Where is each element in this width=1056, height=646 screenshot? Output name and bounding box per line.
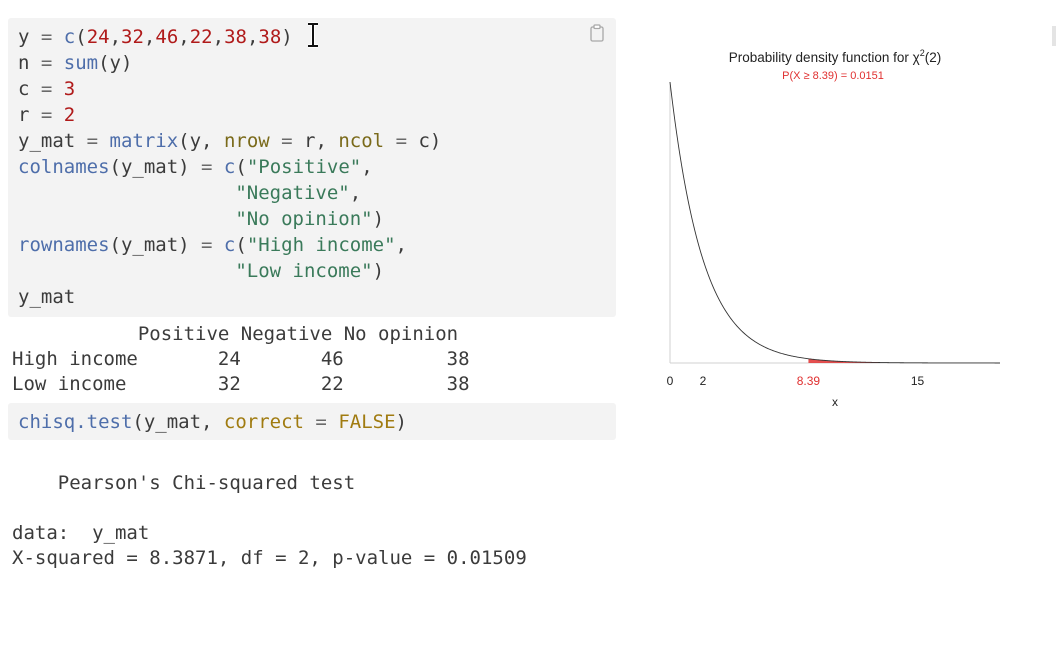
code-token: ,	[349, 182, 362, 204]
x-axis-label: x	[832, 395, 838, 409]
code-token: (y_mat,	[132, 411, 224, 433]
code-token: "No opinion"	[235, 208, 373, 230]
code-token: matrix	[109, 130, 179, 152]
code-token: ,	[109, 26, 122, 48]
code-token: (	[75, 26, 87, 48]
code-token: =	[40, 78, 64, 100]
code-line: y_mat = matrix(y, nrow = r, ncol = c)	[18, 128, 441, 154]
code-token: c	[223, 234, 236, 256]
code-line: colnames(y_mat) = c("Positive",	[18, 154, 373, 180]
code-token: (y_mat)	[109, 234, 202, 256]
code-cell-2[interactable]: chisq.test(y_mat, correct = FALSE)	[8, 403, 616, 440]
output-line: Pearson's Chi-squared test	[12, 472, 356, 494]
code-line: chisq.test(y_mat, correct = FALSE)	[18, 409, 407, 435]
code-line: y_mat	[18, 284, 75, 310]
code-token: sum	[63, 52, 99, 74]
output-line: Positive Negative No opinion	[12, 323, 459, 345]
code-token: =	[201, 156, 224, 178]
code-token: ,	[143, 26, 156, 48]
output-line: data: y_mat	[12, 522, 150, 544]
x-tick-label: 15	[911, 374, 925, 388]
code-token: FALSE	[338, 411, 396, 433]
code-token: (y_mat)	[109, 156, 202, 178]
code-token: (	[235, 156, 247, 178]
code-token: nrow	[223, 130, 270, 152]
density-curve	[669, 81, 1000, 364]
code-token: =	[201, 234, 224, 256]
code-token: r	[18, 104, 41, 126]
code-token: 3	[63, 78, 76, 100]
code-token	[18, 208, 235, 230]
copy-icon[interactable]	[588, 24, 606, 42]
x-tick-label: 2	[700, 374, 707, 388]
text-cursor-icon	[308, 22, 318, 48]
code-token: "Positive"	[246, 156, 362, 178]
code-token: ,	[246, 26, 259, 48]
output-line: Low income 32 22 38	[12, 373, 470, 395]
code-token: 2	[63, 104, 76, 126]
code-line: "Negative",	[18, 180, 361, 206]
code-token: y	[18, 26, 41, 48]
code-token	[18, 260, 235, 282]
code-token: 38	[258, 26, 282, 48]
code-token: ,	[212, 26, 225, 48]
code-token: "High income"	[246, 234, 396, 256]
code-token: y_mat	[18, 286, 76, 308]
code-token: 46	[155, 26, 179, 48]
code-token: 38	[224, 26, 247, 48]
code-token: n	[18, 52, 41, 74]
code-line: n = sum(y)	[18, 50, 132, 76]
scrollbar-edge	[1052, 26, 1056, 46]
code-token: )	[281, 26, 293, 48]
code-line: y = c(24,32,46,22,38,38)	[18, 24, 293, 50]
code-token: =	[40, 104, 64, 126]
x-tick-label: 8.39	[797, 374, 821, 388]
code-line: c = 3	[18, 76, 75, 102]
code-token: r,	[304, 130, 339, 152]
code-line: "Low income")	[18, 258, 384, 284]
code-token: 22	[189, 26, 213, 48]
shaded-tail-area	[808, 358, 1000, 363]
output-line: High income 24 46 38	[12, 348, 470, 370]
code-token: (	[235, 234, 247, 256]
chi-squared-density-chart: Probability density function for χ2(2) P…	[667, 48, 1000, 409]
chart-title: Probability density function for χ2(2)	[729, 48, 941, 65]
code-token: "Low income"	[235, 260, 373, 282]
code-token: )	[372, 208, 385, 230]
code-token: ncol	[338, 130, 385, 152]
code-token: 24	[86, 26, 110, 48]
code-token: rownames	[18, 234, 110, 256]
code-token: =	[269, 130, 305, 152]
code-token: colnames	[18, 156, 110, 178]
x-tick-label: 0	[667, 374, 674, 388]
code-token: =	[40, 26, 64, 48]
code-line: "No opinion")	[18, 206, 384, 232]
code-token: )	[395, 411, 407, 433]
code-token: =	[303, 411, 339, 433]
code-token: (y,	[178, 130, 224, 152]
code-token: )	[372, 260, 385, 282]
code-token: (y)	[98, 52, 133, 74]
code-token: ,	[178, 26, 190, 48]
code-token: y_mat	[18, 130, 87, 152]
code-line: rownames(y_mat) = c("High income",	[18, 232, 407, 258]
code-token: =	[384, 130, 419, 152]
code-token: c	[18, 78, 41, 100]
code-token: =	[40, 52, 64, 74]
code-token	[18, 182, 235, 204]
code-token: 32	[121, 26, 144, 48]
output-line: X-squared = 8.3871, df = 2, p-value = 0.…	[12, 547, 527, 569]
chart-subtitle: P(X ≥ 8.39) = 0.0151	[782, 70, 884, 82]
code-token: ,	[361, 156, 373, 178]
code-token: "Negative"	[235, 182, 350, 204]
code-token: c)	[418, 130, 442, 152]
code-token: ,	[395, 234, 407, 256]
code-token: chisq.test	[18, 411, 133, 433]
code-token: c	[63, 26, 76, 48]
code-token: =	[86, 130, 110, 152]
code-line: r = 2	[18, 102, 75, 128]
code-token: c	[223, 156, 236, 178]
code-token: correct	[223, 411, 304, 433]
